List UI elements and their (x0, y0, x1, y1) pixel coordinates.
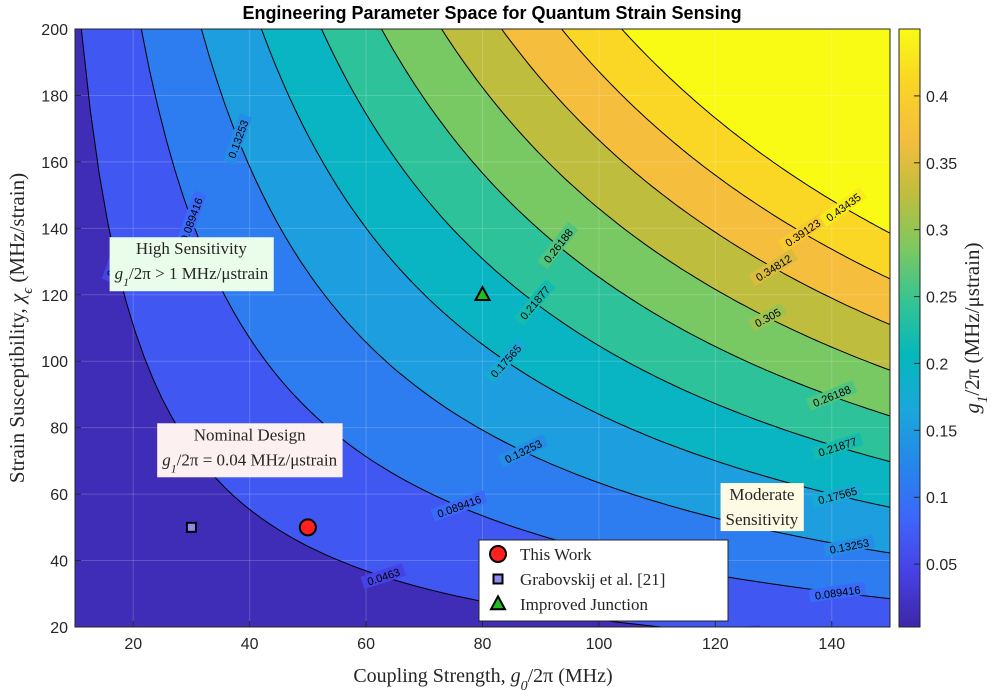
annotation-box: Nominal Design g1/2π = 0.04 MHz/μstrain (157, 423, 343, 478)
colorbar-tick-label: 0.35 (926, 156, 957, 173)
y-tick-label: 60 (50, 487, 68, 504)
annotation-line-1: High Sensitivity (136, 239, 247, 258)
y-axis-label: Strain Susceptibility, χϵ (MHz/strain) (5, 173, 36, 483)
contour-label-bg (497, 434, 549, 468)
y-tick-label: 140 (41, 221, 68, 238)
x-tick-label: 60 (357, 636, 375, 653)
plot-area: 0.04630.04630.04630.0894160.0894160.0894… (75, 29, 890, 627)
colorbar-tick-label: 0.05 (926, 557, 957, 574)
colorbar-tick-label: 0.25 (926, 290, 957, 307)
marker-circle (489, 545, 507, 563)
contour-line (321, 29, 890, 463)
marker-triangle (489, 594, 507, 611)
contour-label-bg (360, 563, 407, 590)
contour-label-bg (805, 380, 858, 412)
y-tick-label: 100 (41, 354, 68, 371)
contour-label-bg (748, 248, 799, 287)
contour-label-bg (819, 186, 868, 227)
colorbar-tick-label: 0.1 (926, 490, 948, 507)
legend-box (478, 539, 729, 622)
annotation-box: Moderate Sensitivity (720, 483, 804, 532)
x-axis-label: Coupling Strength, g0/2π (MHz) (353, 665, 612, 690)
colorbar-tick-label: 0.4 (926, 89, 948, 106)
contour-label-bg (778, 212, 827, 252)
contour-line (501, 29, 890, 325)
x-tick-label: 140 (818, 636, 845, 653)
annotation-line-2: Sensitivity (726, 510, 799, 529)
y-tick-label: 200 (41, 22, 68, 39)
contour-label-bg (747, 302, 788, 332)
data-points (185, 284, 492, 537)
annotation-line-1: Moderate (729, 485, 794, 504)
legend-label: This Work (520, 545, 592, 564)
contour-label-bg (811, 432, 864, 461)
legend-label: Improved Junction (520, 595, 648, 614)
contour-label-bg (537, 221, 579, 270)
annotation-bg (720, 483, 804, 532)
contour-line (200, 29, 890, 554)
contour-label-bg (811, 482, 864, 508)
x-tick-label: 100 (586, 636, 613, 653)
legend-item: Improved Junction (489, 594, 648, 614)
annotation-line-2: g1/2π = 0.04 MHz/μstrain (162, 450, 337, 475)
contour-label-bg (823, 534, 876, 557)
marker-circle (298, 518, 317, 537)
legend-label: Grabovskij et al. [21] (520, 570, 665, 589)
x-tick-label: 20 (124, 636, 142, 653)
annotations: High Sensitivity g1/2π > 1 MHz/μstrain Nom… (109, 237, 804, 532)
x-tick-label: 80 (474, 636, 492, 653)
contour-line (381, 29, 890, 417)
contour-line (260, 29, 890, 508)
annotation-line-2: g1/2π > 1 MHz/μstrain (115, 264, 269, 289)
y-axis-ticks: 20 40 60 80 100 120 140 160 180 200 (41, 22, 81, 637)
colorbar-label: g1/2π (MHz/μstrain) (960, 243, 991, 414)
contour-label-bg (483, 337, 528, 384)
contour-label-bg (222, 113, 253, 165)
y-tick-label: 160 (41, 155, 68, 172)
colorbar-tick-label: 0.2 (926, 356, 948, 373)
contour-label-bg (430, 490, 488, 522)
colorbar: 0.05 0.1 0.15 0.2 0.25 0.3 0.35 0.4 g1/2π (MHz/… (898, 28, 991, 628)
contour-label-bg (513, 279, 556, 326)
marker-square (492, 573, 504, 585)
colorbar-scale (898, 28, 921, 628)
contour-label-bg (175, 190, 207, 249)
chart-title: Engineering Parameter Space for Quantum … (242, 3, 741, 23)
y-tick-label: 120 (41, 288, 68, 305)
marker-triangle (473, 284, 492, 302)
annotation-bg (109, 237, 274, 292)
y-tick-label: 20 (50, 620, 68, 637)
marker-square (185, 521, 197, 533)
contour-line (441, 29, 890, 371)
legend: This Work Grabovskij et al. [21] Improved … (478, 539, 729, 622)
contour-line (561, 29, 890, 280)
grid-lines (75, 29, 890, 627)
legend-item: This Work (489, 545, 592, 564)
x-tick-label: 40 (241, 636, 259, 653)
y-tick-label: 80 (50, 421, 68, 438)
contour-band (621, 29, 890, 234)
contour-line (140, 29, 890, 600)
annotation-line-1: Nominal Design (194, 425, 306, 444)
colorbar-ticks: 0.05 0.1 0.15 0.2 0.25 0.3 0.35 0.4 (914, 89, 957, 574)
colorbar-tick-label: 0.3 (926, 223, 948, 240)
x-axis-ticks: 20 40 60 80 100 120 140 (124, 621, 845, 653)
contour-label-bg (808, 581, 867, 603)
y-tick-label: 40 (50, 554, 68, 571)
x-tick-label: 120 (702, 636, 729, 653)
y-tick-label: 180 (41, 88, 68, 105)
legend-item: Grabovskij et al. [21] (492, 570, 665, 589)
annotation-bg (157, 423, 343, 478)
annotation-box: High Sensitivity g1/2π > 1 MHz/μstrain (109, 237, 274, 292)
colorbar-tick-label: 0.15 (926, 423, 957, 440)
